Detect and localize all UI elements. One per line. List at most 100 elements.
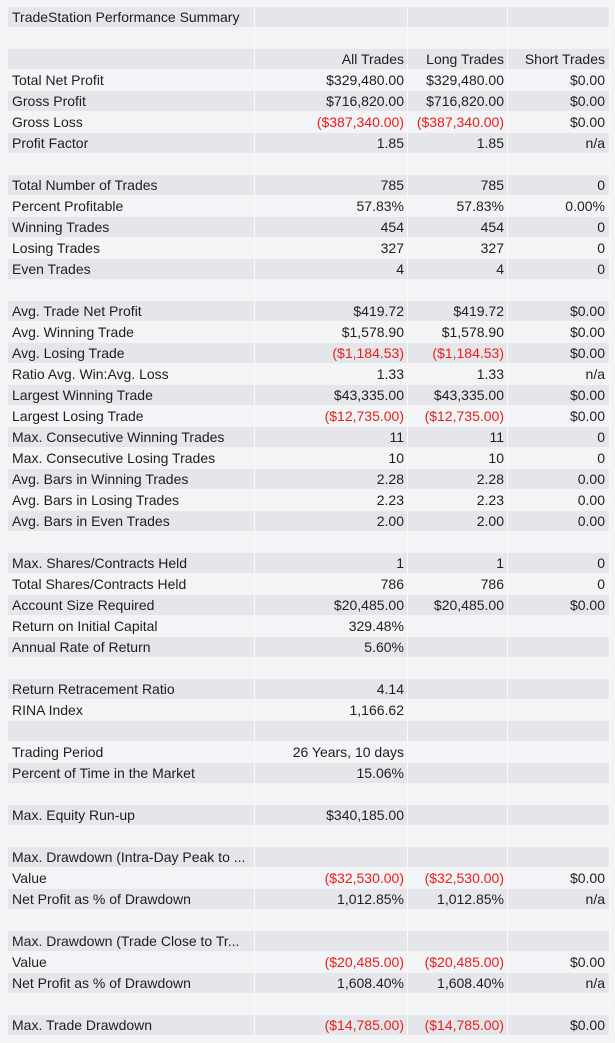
cell: 11	[255, 427, 408, 447]
cell: ($14,785.00)	[408, 1015, 508, 1035]
table-row	[0, 826, 615, 847]
cell	[408, 280, 508, 300]
row-label: Losing Trades	[8, 238, 255, 258]
cell	[508, 679, 610, 699]
table-row: Max. Drawdown (Trade Close to Tr...	[0, 931, 615, 952]
cell: 0	[508, 574, 610, 594]
cell: ($1,184.53)	[408, 343, 508, 363]
row-label	[8, 28, 255, 48]
cell	[255, 7, 408, 27]
cell	[255, 721, 408, 741]
table-row: Avg. Bars in Losing Trades 2.23 2.23 0.00	[0, 490, 615, 511]
cell: n/a	[508, 364, 610, 384]
cell	[508, 805, 610, 825]
cell	[508, 658, 610, 678]
cell: 57.83%	[255, 196, 408, 216]
row-label: Max. Drawdown (Trade Close to Tr...	[8, 931, 255, 951]
cell	[408, 7, 508, 27]
table-row: Annual Rate of Return 5.60%	[0, 637, 615, 658]
cell: 454	[408, 217, 508, 237]
table-row: Losing Trades 327 327 0	[0, 238, 615, 259]
cell	[508, 763, 610, 783]
cell: Short Trades	[508, 49, 610, 69]
table-row: Return Retracement Ratio 4.14	[0, 679, 615, 700]
table-row: Max. Shares/Contracts Held 1 1 0	[0, 553, 615, 574]
cell	[255, 784, 408, 804]
row-label: Net Profit as % of Drawdown	[8, 973, 255, 993]
cell: $0.00	[508, 112, 610, 132]
cell	[408, 658, 508, 678]
cell: 4	[255, 259, 408, 279]
cell: 2.28	[408, 469, 508, 489]
table-row: Gross Profit $716,820.00 $716,820.00 $0.00	[0, 91, 615, 112]
cell	[408, 784, 508, 804]
cell	[508, 931, 610, 951]
row-label: Ratio Avg. Win:Avg. Loss	[8, 364, 255, 384]
table-row: Avg. Bars in Winning Trades 2.28 2.28 0.00	[0, 469, 615, 490]
cell	[255, 280, 408, 300]
cell: 0.00	[508, 469, 610, 489]
cell: 786	[408, 574, 508, 594]
table-row: Max. Drawdown (Intra-Day Peak to ...	[0, 847, 615, 868]
table-row: Avg. Losing Trade ($1,184.53) ($1,184.53) $…	[0, 343, 615, 364]
cell	[508, 154, 610, 174]
cell: 1.33	[408, 364, 508, 384]
cell: 1	[408, 553, 508, 573]
cell	[408, 994, 508, 1014]
row-label: Trading Period	[8, 742, 255, 762]
table-row: Max. Consecutive Winning Trades 11 11 0	[0, 427, 615, 448]
cell: $716,820.00	[255, 91, 408, 111]
row-label: Net Profit as % of Drawdown	[8, 889, 255, 909]
row-label: Max. Drawdown (Intra-Day Peak to ...	[8, 847, 255, 867]
cell	[255, 658, 408, 678]
cell: 0	[508, 175, 610, 195]
cell: $0.00	[508, 322, 610, 342]
cell: $716,820.00	[408, 91, 508, 111]
cell	[408, 910, 508, 930]
cell: $329,480.00	[408, 70, 508, 90]
cell: $20,485.00	[255, 595, 408, 615]
cell	[508, 742, 610, 762]
cell: $1,578.90	[255, 322, 408, 342]
cell	[408, 847, 508, 867]
cell: $1,578.90	[408, 322, 508, 342]
cell: $0.00	[508, 343, 610, 363]
cell: $0.00	[508, 868, 610, 888]
table-row: Largest Winning Trade $43,335.00 $43,335.0…	[0, 385, 615, 406]
cell: 785	[255, 175, 408, 195]
cell: 15.06%	[255, 763, 408, 783]
cell: 5.60%	[255, 637, 408, 657]
cell: 0	[508, 217, 610, 237]
table-row: RINA Index 1,166.62	[0, 700, 615, 721]
cell: 0	[508, 259, 610, 279]
row-label	[8, 721, 255, 741]
cell: 4.14	[255, 679, 408, 699]
row-label: Avg. Losing Trade	[8, 343, 255, 363]
table-row: Return on Initial Capital 329.48%	[0, 616, 615, 637]
cell: 10	[255, 448, 408, 468]
table-row: Ratio Avg. Win:Avg. Loss 1.33 1.33 n/a	[0, 364, 615, 385]
table-row: Net Profit as % of Drawdown 1,012.85% 1,01…	[0, 889, 615, 910]
table-row: Percent of Time in the Market 15.06%	[0, 763, 615, 784]
cell	[255, 931, 408, 951]
cell: 786	[255, 574, 408, 594]
table-row: Avg. Winning Trade $1,578.90 $1,578.90 $0.0…	[0, 322, 615, 343]
cell: 2.28	[255, 469, 408, 489]
cell	[508, 847, 610, 867]
table-row: Net Profit as % of Drawdown 1,608.40% 1,60…	[0, 973, 615, 994]
cell	[408, 700, 508, 720]
cell: 26 Years, 10 days	[255, 742, 408, 762]
row-label: Value	[8, 952, 255, 972]
cell: ($20,485.00)	[255, 952, 408, 972]
row-label	[8, 154, 255, 174]
cell	[508, 721, 610, 741]
cell: Long Trades	[408, 49, 508, 69]
cell: 1	[255, 553, 408, 573]
table-row: Max. Equity Run-up $340,185.00	[0, 805, 615, 826]
row-label: Avg. Trade Net Profit	[8, 301, 255, 321]
row-label: Avg. Bars in Losing Trades	[8, 490, 255, 510]
cell: ($12,735.00)	[255, 406, 408, 426]
cell: 0	[508, 238, 610, 258]
row-label: Max. Consecutive Winning Trades	[8, 427, 255, 447]
table-row	[0, 532, 615, 553]
